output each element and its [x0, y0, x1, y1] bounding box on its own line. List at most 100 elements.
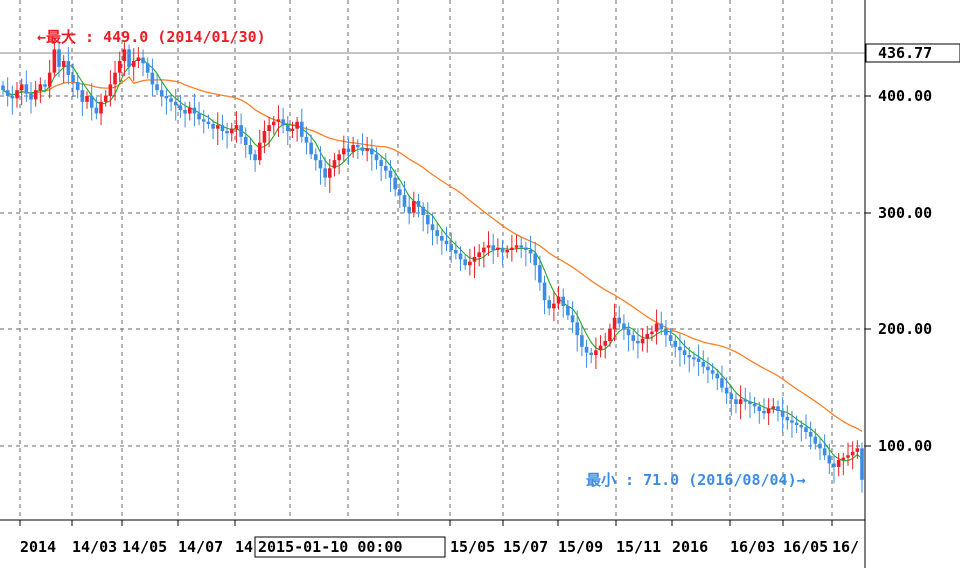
candle-body — [472, 257, 477, 262]
candle-body — [29, 93, 33, 100]
candle-body — [229, 128, 234, 134]
candle-body — [650, 331, 654, 334]
candle-body — [327, 168, 332, 178]
candle-body — [561, 296, 566, 306]
candle-body — [822, 448, 827, 456]
candle-body — [257, 142, 262, 161]
candle-body — [10, 96, 15, 99]
y-tick-label: 200.00 — [878, 320, 932, 338]
candle-body — [309, 142, 313, 155]
candle-body — [173, 101, 178, 106]
candle-body — [201, 119, 206, 122]
candle-body — [99, 101, 103, 114]
candle-body — [108, 84, 113, 96]
candle-body — [281, 119, 285, 126]
candle-body — [220, 125, 225, 131]
candle-body — [337, 154, 341, 161]
candle-body — [538, 265, 542, 283]
candle-body — [94, 107, 99, 114]
candle-body — [211, 124, 215, 129]
candle-body — [500, 247, 505, 253]
candle-body — [645, 334, 650, 339]
candle-body — [248, 145, 253, 155]
candle-body — [570, 315, 575, 323]
candle-body — [159, 90, 164, 96]
candle-body — [351, 145, 355, 152]
candle-body — [846, 455, 850, 458]
candle-body — [556, 296, 561, 304]
candle-body — [799, 425, 804, 428]
candle-body — [715, 373, 720, 379]
candle-body — [313, 154, 318, 161]
candle-body — [103, 96, 108, 102]
candle-body — [491, 245, 495, 250]
candle-body — [762, 411, 766, 414]
candle-body — [664, 329, 668, 336]
candle-body — [370, 148, 374, 155]
candle-body — [855, 448, 860, 452]
candle-body — [299, 121, 304, 137]
candle-body — [332, 160, 337, 169]
candle-body — [43, 84, 47, 87]
candle-body — [136, 57, 141, 61]
candle-body — [384, 166, 388, 171]
candle-body — [687, 355, 692, 358]
candle-body — [267, 125, 271, 131]
candle-body — [407, 206, 411, 213]
candle-body — [729, 393, 734, 400]
candle-body — [33, 90, 38, 100]
candle-body — [19, 84, 24, 91]
candle-body — [122, 49, 127, 61]
candle-body — [239, 125, 243, 137]
candle-body — [341, 148, 346, 155]
current-price-label: 436.77 — [878, 44, 932, 62]
candle-body — [66, 61, 71, 75]
candle-body — [85, 96, 89, 102]
candle-body — [80, 90, 85, 102]
candle-body — [468, 261, 472, 266]
candle-body — [262, 131, 267, 143]
candle-body — [365, 148, 369, 151]
labels[interactable]: 2015-01-10 00:00 ←最大 : 449.0 (2014/01/30)… — [37, 28, 806, 558]
candle-body — [1, 85, 5, 91]
candle-body — [589, 352, 594, 355]
candle-body — [215, 125, 220, 129]
candle-body — [584, 346, 589, 353]
candle-body — [206, 121, 211, 124]
candle-body — [752, 404, 757, 407]
candle-body — [813, 436, 818, 444]
candle-body — [636, 341, 640, 344]
x-tick-label: 15/05 — [450, 538, 495, 556]
candle-body — [790, 420, 794, 423]
candle-body — [393, 177, 397, 190]
candle-body — [141, 57, 145, 64]
x-tick-label: 14/03 — [72, 538, 117, 556]
candle-body — [836, 460, 841, 467]
x-tick-label: 15/07 — [503, 538, 548, 556]
candle-body — [426, 215, 430, 225]
candle-body — [631, 335, 636, 341]
candle-body — [150, 72, 155, 85]
candle-body — [117, 61, 122, 73]
candle-body — [673, 341, 678, 347]
candle-body — [38, 84, 43, 91]
candle-body — [24, 84, 29, 94]
candle-body — [743, 399, 748, 402]
candle-body — [850, 451, 855, 456]
candle-body — [710, 370, 715, 374]
candle-body — [608, 329, 612, 341]
x-tick-label: 16/ — [832, 538, 859, 556]
candle-body — [594, 350, 598, 355]
candle-body — [528, 250, 533, 254]
candle-body — [127, 49, 131, 67]
candle-body — [654, 323, 659, 332]
cursor-date-label: 2015-01-10 00:00 — [258, 538, 403, 556]
min-annotation: 最小 : 71.0 (2016/08/04)→ — [586, 471, 806, 489]
candle-body — [804, 427, 808, 432]
candle-body — [346, 148, 351, 152]
ma-short-line — [2, 58, 863, 462]
moving-averages — [2, 58, 863, 462]
candle-body — [271, 121, 276, 126]
cursor-date-box[interactable] — [254, 536, 446, 558]
